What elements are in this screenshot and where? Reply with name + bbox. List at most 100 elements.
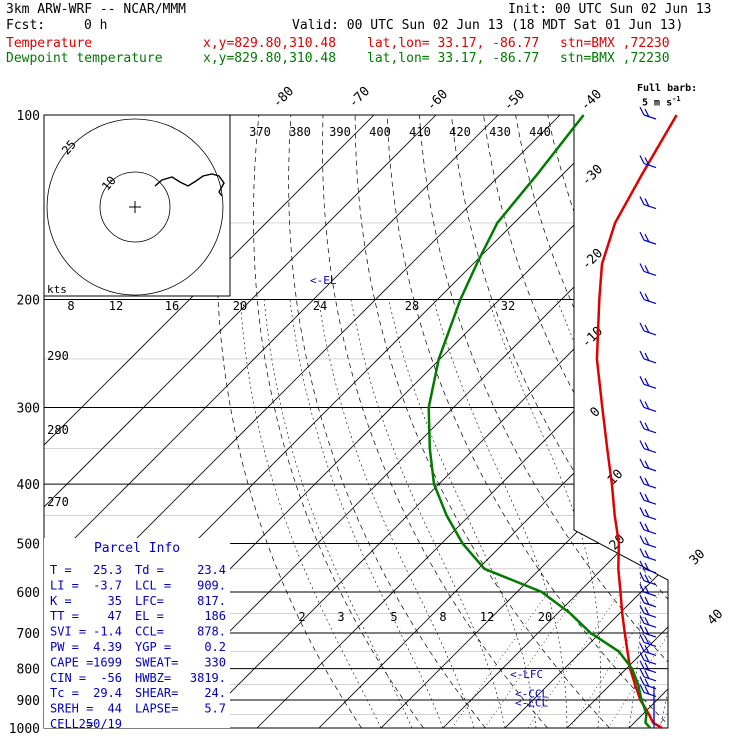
speed-label: 28 [405, 299, 419, 313]
dry-adiabat-label: 290 [47, 349, 69, 363]
parcel-box-bg [44, 538, 230, 728]
wind-barb-flag [644, 198, 650, 207]
theta-label: 410 [409, 125, 431, 139]
moist-adiabat [289, 299, 444, 728]
wind-barb-flag [639, 605, 645, 614]
parcel-value: 4.39 [93, 640, 122, 654]
wind-barb-shaft [643, 568, 657, 574]
wind-barb-flag [644, 562, 650, 572]
wind-barb-shaft [643, 466, 657, 472]
temperature-legend: Temperature [6, 36, 93, 51]
hodograph-box [43, 114, 231, 297]
parcel-value: 35 [108, 594, 122, 608]
wind-barb-flag [644, 653, 650, 663]
speed-label: 16 [165, 299, 179, 313]
parcel-key: HWBZ= [135, 671, 171, 685]
wind-barb-flag [639, 521, 645, 531]
wind-barb-shaft [643, 162, 657, 169]
pressure-label: 500 [17, 537, 40, 552]
wind-barb-flag [639, 263, 645, 272]
dry-adiabat [676, 115, 740, 728]
wind-barb-flag [639, 624, 645, 634]
wind-barb-flag [644, 352, 650, 362]
moist-adiabat [240, 299, 382, 728]
isotherm-line [194, 115, 668, 728]
isotherm-label: -10 [579, 324, 606, 351]
wind-barb-shaft [643, 406, 657, 413]
dry-adiabat [322, 115, 548, 728]
pressure-label: 100 [17, 109, 40, 124]
parcel-key: CAPE = [50, 655, 93, 669]
dewpoint-station: stn=BMX ,72230 [560, 51, 670, 66]
wind-barb-flag [644, 460, 650, 470]
wind-barb-shaft [643, 580, 657, 586]
wind-barb-shaft [643, 204, 657, 210]
pressure-label: 200 [17, 294, 40, 309]
isotherm-line [44, 115, 437, 728]
wind-barb-shaft [643, 114, 657, 120]
dry-adiabat [354, 115, 610, 728]
wind-barb-shaft [643, 330, 657, 336]
wind-barb-flag [644, 401, 650, 410]
isotherm-label: -70 [346, 84, 373, 111]
wind-barb-flag [644, 662, 650, 671]
pressure-label: 1000 [9, 722, 40, 737]
moist-adiabat [318, 299, 475, 728]
wind-barb-flag [639, 676, 645, 686]
dewpoint-profile [427, 114, 652, 729]
parcel-value: 878. [197, 625, 226, 639]
forecast-label: Fcst: [6, 18, 46, 33]
wind-barb-flag [644, 157, 650, 166]
parcel-key: SREH = [50, 702, 93, 716]
wind-barb-flag [644, 636, 650, 645]
mixing-ratio-line [451, 591, 549, 728]
barb-legend-title: Full barb: [637, 83, 698, 94]
parcel-value: 25.3 [93, 563, 122, 577]
isotherm-line [628, 115, 668, 728]
wind-barb-flag [644, 378, 650, 387]
isotherm-label: 10 [605, 467, 627, 489]
isotherm-line [380, 115, 668, 728]
isotherm-line [504, 115, 668, 728]
wind-barb-flag [644, 493, 650, 503]
theta-label: 440 [529, 125, 551, 139]
dry-adiabat [611, 115, 668, 728]
wind-barb-flag [644, 324, 650, 334]
wind-barb-flag [644, 422, 650, 432]
moist-adiabat [388, 299, 537, 728]
moist-adiabat [691, 300, 740, 729]
wind-barb-flag [639, 399, 645, 408]
pressure-label: 600 [17, 586, 40, 601]
dry-adiabat [451, 115, 668, 728]
wind-barb-shaft [643, 555, 657, 562]
mixing-ratio-label: 2 [298, 610, 305, 624]
parcel-value: 47 [108, 609, 122, 623]
wind-barb-shaft [643, 684, 657, 690]
theta-label: 430 [489, 125, 511, 139]
wind-barb-shaft [643, 659, 657, 665]
dry-adiabat-label: 280 [47, 423, 69, 437]
parcel-key: SVI = [50, 625, 86, 639]
parcel-value: 909. [197, 578, 226, 592]
isotherm-label: -50 [501, 87, 528, 114]
wind-barb-shaft [643, 358, 657, 364]
parcel-value: 330 [204, 655, 226, 669]
wind-barb-flag [644, 585, 650, 595]
parcel-key: YGP = [135, 640, 171, 654]
hodograph-trace [154, 173, 225, 197]
parcel-key: Td = [135, 563, 164, 577]
wind-barb-flag [639, 583, 645, 593]
moist-adiabat [488, 299, 601, 728]
wind-barb-flag [644, 509, 650, 518]
valid-time: Valid: 00 UTC Sun 02 Jun 13 (18 MDT Sat … [292, 18, 684, 33]
wind-barb-flag [639, 651, 645, 661]
wind-barb-flag [639, 491, 645, 501]
wind-barb-flag [639, 634, 645, 643]
wind-barb-flag [639, 155, 645, 164]
dry-adiabat-label: 270 [47, 495, 69, 509]
mixing-ratio-label: 5 [390, 610, 397, 624]
dry-adiabat [515, 115, 668, 728]
moist-adiabat [433, 299, 568, 728]
parcel-key: CCL= [135, 625, 164, 639]
